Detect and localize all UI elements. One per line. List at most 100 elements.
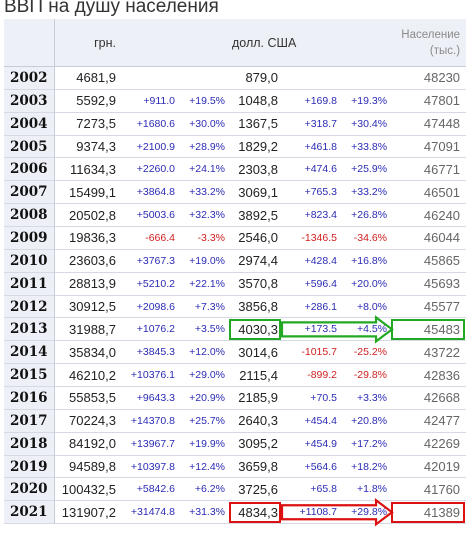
population-value: 45693: [423, 276, 461, 292]
page-title: ВВП на душу населения: [4, 0, 219, 17]
usd-value: 4834,3: [228, 501, 282, 524]
uah-change-pct: [178, 67, 228, 90]
usd-change-abs: +564.6: [304, 460, 337, 473]
uah-value: 28813,9: [69, 276, 116, 292]
year-cell: 2017: [4, 409, 55, 433]
population-value: 42668: [423, 390, 461, 406]
year-cell: 2011: [4, 272, 55, 296]
year-cell: 2002: [4, 66, 55, 90]
uah-value: 15499,1: [69, 184, 116, 200]
year-cell: 2004: [4, 112, 55, 136]
uah-value: 31988,7: [69, 321, 116, 337]
uah-change-abs: +5003.6: [136, 209, 175, 222]
uah-change-abs: +10397.8: [130, 460, 175, 473]
year-cell: 2010: [4, 249, 55, 273]
year-cell: 2007: [4, 180, 55, 204]
uah-value: 4681,9: [76, 70, 116, 86]
uah-value: 70224,3: [69, 413, 116, 429]
usd-change-pct: +33.2%: [351, 186, 388, 199]
usd-change-pct: +33.8%: [351, 140, 388, 153]
usd-value: 4030,3: [228, 318, 282, 341]
population-value: 41760: [423, 481, 461, 497]
uah-change-abs: +5842.6: [136, 483, 175, 496]
table-row: 2005 9374,3 +2100.9 +28.9% 1829,2 +461.8 +33.8…: [4, 135, 467, 158]
year-cell: 2003: [4, 89, 55, 113]
header-usd-label: долл. США: [232, 35, 297, 50]
uah-value: 9374,3: [76, 139, 116, 154]
usd-change-abs: +318.7: [304, 117, 337, 130]
table-row: 2004 7273,5 +1680.6 +30.0% 1367,5 +318.7 +30.4…: [4, 112, 467, 136]
year-cell: 2012: [4, 295, 55, 318]
uah-value: 5592,9: [76, 93, 116, 109]
usd-change-abs: +428.4: [304, 254, 337, 267]
usd-value: 3725,6: [238, 481, 278, 497]
population-value: 42477: [423, 413, 461, 429]
usd-value: 3892,5: [238, 207, 278, 223]
header-population: Население (тыс.): [390, 19, 467, 67]
usd-value: 2974,4: [238, 253, 278, 269]
uah-change-abs: +1680.6: [136, 117, 175, 130]
header-population-label: Население: [401, 28, 461, 41]
uah-change-abs: +911.0: [143, 94, 175, 107]
usd-change-pct: +19.3%: [351, 94, 388, 107]
gdp-per-capita-table: грн. долл. США Население (тыс.) 2002 4681…: [4, 19, 467, 524]
usd-change-pct: +25.9%: [351, 163, 388, 176]
table-row: 2003 5592,9 +911.0 +19.5% 1048,8 +169.8 +19.3%…: [4, 89, 467, 113]
usd-change-abs: +461.8: [304, 140, 337, 153]
year-cell: 2020: [4, 477, 55, 501]
usd-change-pct: +18.2%: [351, 460, 388, 473]
population-value: 47801: [423, 93, 461, 109]
population-value: 46501: [423, 184, 461, 200]
uah-change-pct: +19.9%: [189, 437, 225, 450]
uah-change-abs: +31474.8: [130, 506, 175, 519]
usd-value: 2185,9: [238, 390, 278, 406]
table-row: 2002 4681,9 879,0 48230: [4, 66, 467, 90]
table-row: 2020 100432,5 +5842.6 +6.2% 3725,6 +65.8 +1.8%…: [4, 477, 467, 501]
year-cell: 2016: [4, 386, 55, 410]
uah-change-abs: +10376.1: [130, 369, 175, 382]
table-row: 2015 46210,2 +10376.1 +29.0% 2115,4 -899.2 -29…: [4, 363, 467, 387]
uah-value: 20502,8: [69, 207, 116, 223]
header-uah: грн.: [54, 19, 120, 67]
population-value: 47448: [423, 116, 461, 132]
usd-change-abs: -1346.5: [301, 231, 337, 244]
table-row: 2021 131907,2 +31474.8 +31.3% 4834,3 +1108.7 +…: [4, 500, 467, 524]
uah-change-pct: +19.5%: [189, 94, 225, 107]
usd-change-abs: +454.9: [304, 437, 337, 450]
usd-change-abs: +765.3: [304, 186, 337, 199]
uah-change-pct: +24.1%: [189, 163, 225, 176]
uah-change-abs: -666.4: [145, 231, 175, 244]
uah-change-pct: +20.9%: [189, 391, 225, 404]
year-cell: 2009: [4, 226, 55, 250]
population-value: 43722: [423, 344, 461, 360]
population-value: 45577: [423, 299, 461, 315]
usd-change-abs: +173.5: [304, 323, 337, 336]
uah-change-pct: +19.0%: [189, 254, 225, 267]
population-value: 46044: [423, 230, 461, 246]
table-header-row: грн. долл. США Население (тыс.): [4, 19, 467, 67]
uah-change-pct: +3.5%: [194, 323, 225, 336]
usd-change-abs: +474.6: [304, 163, 337, 176]
year-cell: 2006: [4, 157, 55, 181]
usd-value: 3856,8: [238, 299, 278, 315]
usd-value: 3069,1: [238, 184, 278, 200]
uah-change-abs: +13967.7: [130, 437, 175, 450]
uah-change-abs: [120, 67, 178, 90]
usd-change-abs: +596.4: [304, 277, 337, 290]
uah-change-abs: +2098.6: [136, 300, 175, 313]
uah-change-abs: +14370.8: [130, 414, 175, 427]
uah-change-pct: +25.7%: [189, 414, 225, 427]
population-value: 41389: [390, 501, 466, 524]
header-corner: [4, 19, 55, 67]
year-cell: 2019: [4, 455, 55, 478]
table-row: 2011 28813,9 +5210.2 +22.1% 3570,8 +596.4 +20.…: [4, 272, 467, 296]
uah-value: 46210,2: [69, 367, 116, 383]
usd-value: 3570,8: [238, 276, 278, 292]
usd-change-pct: +4.5%: [356, 323, 388, 336]
header-population-unit: (тыс.): [429, 44, 461, 57]
usd-change-pct: +26.8%: [351, 209, 388, 222]
uah-change-pct: +32.3%: [189, 209, 225, 222]
table-row: 2010 23603,6 +3767.3 +19.0% 2974,4 +428.4 +16.…: [4, 249, 467, 273]
uah-value: 84192,0: [69, 436, 116, 452]
usd-change-abs: +1108.7: [299, 506, 337, 519]
